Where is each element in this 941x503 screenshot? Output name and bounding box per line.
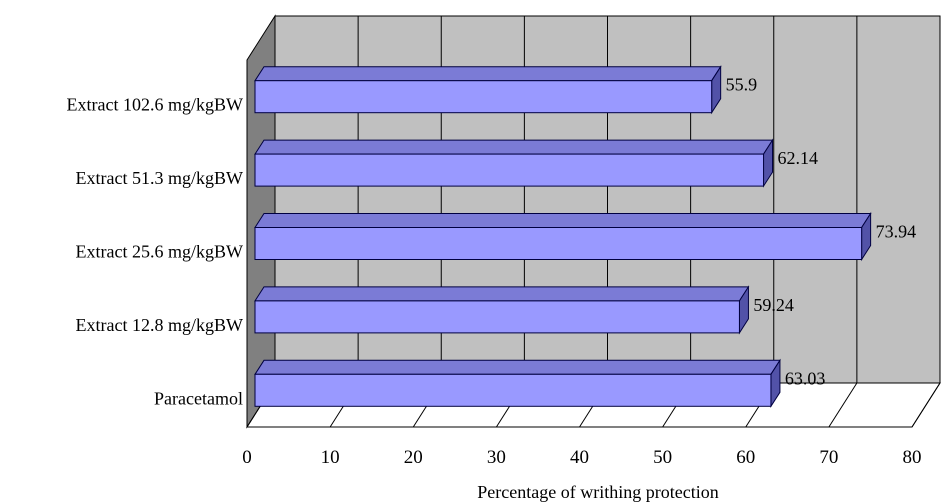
labels: 0 10 20 30 40 50 60 70 80 63.03 Paracetamol 59.24 Ex… [67,75,922,468]
bar [254,227,863,260]
floor-gridline [828,382,858,428]
bar [254,373,772,407]
x-tick-label: 40 [570,447,589,468]
x-axis-title: Percentage of writhing protection [477,482,718,502]
x-tick-label: 70 [819,447,838,468]
data-label: 63.03 [785,368,826,388]
data-label: 59.24 [753,295,794,315]
bar [254,80,713,114]
bar-top [254,139,774,155]
data-label: 73.94 [876,222,917,242]
x-tick-label: 50 [653,447,672,468]
category-label: Extract 12.8 mg/kgBW [76,315,243,335]
x-tick-label: 30 [487,447,506,468]
bar-top [254,286,750,302]
floor-gridline [911,382,941,428]
bar [254,300,740,334]
bar-top [254,359,781,375]
x-tick-label: 0 [242,447,252,468]
x-tick-label: 60 [736,447,755,468]
x-tick-label: 10 [321,447,340,468]
bar-top [254,213,872,228]
bar-top [254,66,722,82]
x-tick-label: 20 [404,447,423,468]
category-label: Paracetamol [154,388,243,408]
category-label: Extract 25.6 mg/kgBW [76,242,243,262]
bar [254,153,765,187]
x-tick-label: 80 [903,447,922,468]
data-label: 55.9 [726,75,758,95]
bars [254,64,872,409]
category-label: Extract 51.3 mg/kgBW [76,168,243,188]
data-label: 62.14 [778,148,819,168]
category-label: Extract 102.6 mg/kgBW [67,95,243,115]
